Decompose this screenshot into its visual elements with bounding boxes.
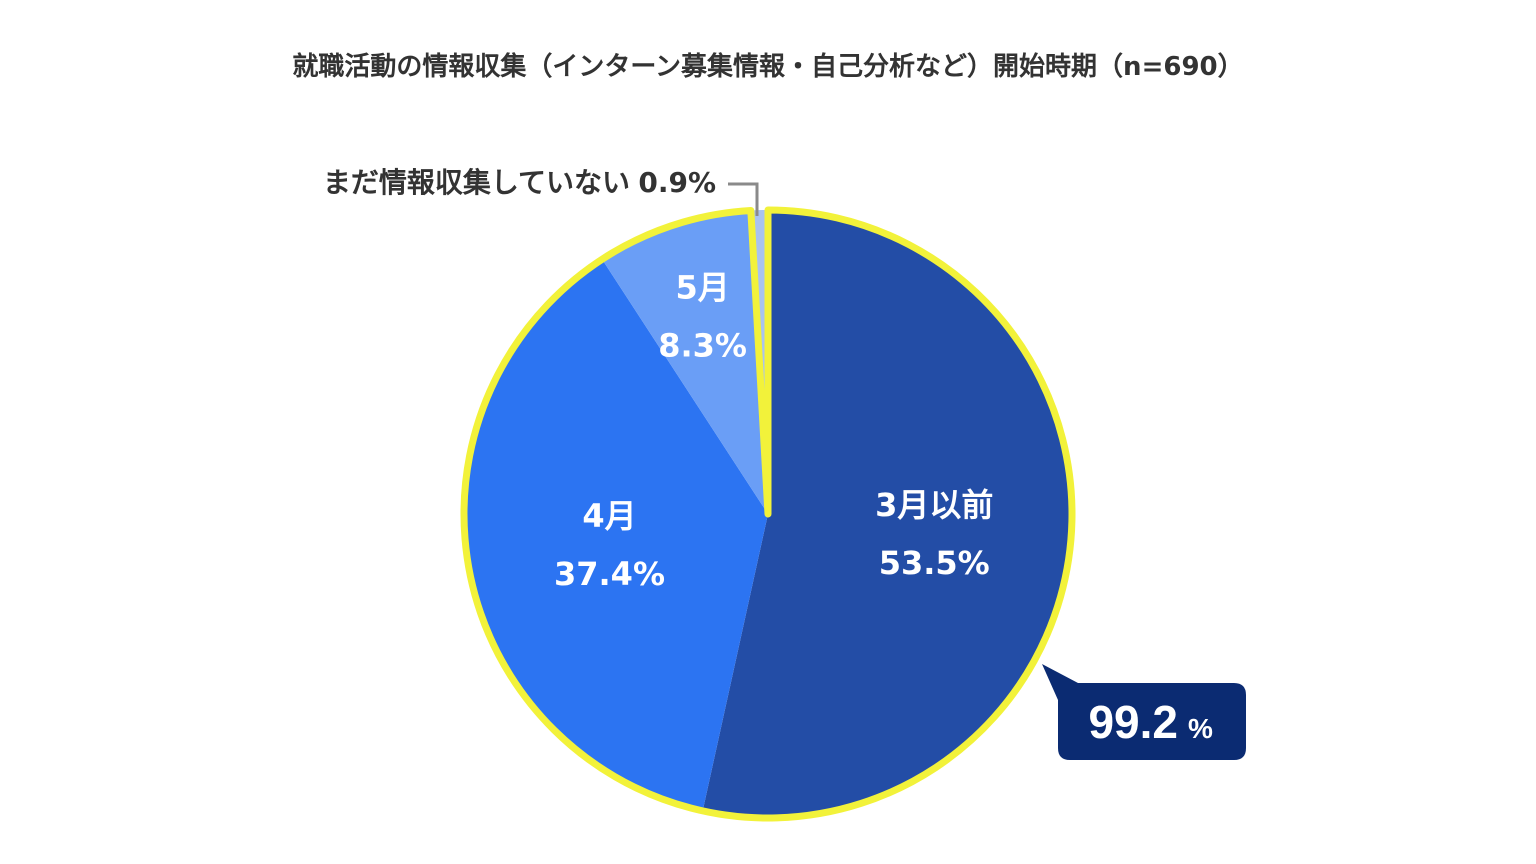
chart-title: 就職活動の情報収集（インターン募集情報・自己分析など）開始時期（n=690） <box>292 52 1244 82</box>
callout-unit: % <box>1188 713 1213 744</box>
callout-bubble <box>1042 664 1246 760</box>
slice-label: まだ情報収集していない <box>323 166 630 199</box>
slice-value-label: 53.5% <box>879 544 990 582</box>
slice-value-label: 0.9% <box>638 166 716 199</box>
slice-label: 4月 <box>582 497 636 535</box>
pie-slice <box>602 210 768 514</box>
slice-label: 5月 <box>675 269 729 307</box>
callout: 99.2 % <box>1042 664 1246 760</box>
pie-slice <box>463 259 768 811</box>
slice-value-label: 37.4% <box>554 555 665 593</box>
leader-line <box>728 182 759 216</box>
slice-value-label: 8.3% <box>658 327 747 365</box>
slice-label: 3月以前 <box>875 486 993 524</box>
highlight-outline <box>460 206 1076 822</box>
callout-value: 99.2 <box>1088 696 1178 748</box>
pie-slice <box>702 210 1072 818</box>
